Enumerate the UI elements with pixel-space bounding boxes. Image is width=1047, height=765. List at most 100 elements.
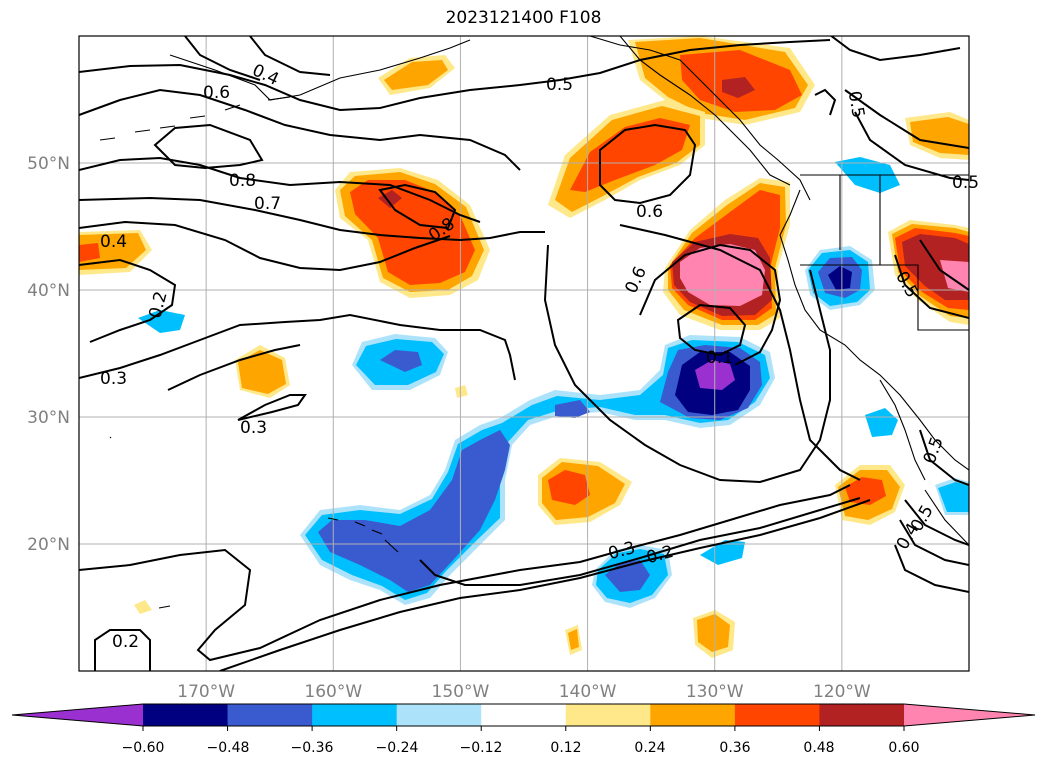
contour-line xyxy=(79,196,545,242)
contour-line xyxy=(94,629,151,671)
lon-tick-label: 150°W xyxy=(432,682,490,702)
positive-anomaly-region xyxy=(455,385,468,398)
positive-anomaly-region xyxy=(134,600,152,614)
colorbar-extend-high xyxy=(904,704,1035,726)
contour-lines xyxy=(79,36,969,671)
colorbar-tick-label: −0.36 xyxy=(291,740,334,756)
contour-line xyxy=(79,313,516,381)
contour-line xyxy=(899,519,969,566)
contour-line xyxy=(79,88,521,171)
colorbar-extend-low xyxy=(12,704,143,726)
positive-anomaly-region xyxy=(722,77,755,98)
contour-line xyxy=(829,36,961,62)
negative-anomaly-region xyxy=(828,266,852,290)
lon-tick-label: 160°W xyxy=(304,682,362,702)
contour-label: 0.4 xyxy=(100,232,127,252)
contour-line xyxy=(639,243,782,366)
hawaii-islands xyxy=(327,517,399,553)
anomaly-fill-layer xyxy=(79,36,969,658)
lon-tick-label: 120°W xyxy=(813,682,871,702)
contour-label: 0.5 xyxy=(844,90,868,120)
colorbar-segment xyxy=(396,704,482,726)
contour-label: 0.3 xyxy=(100,369,127,389)
contour-label: 0.6 xyxy=(636,202,663,222)
coastline-mexico xyxy=(924,489,969,546)
colorbar-segment xyxy=(143,704,229,726)
contour-line xyxy=(219,499,871,671)
contour-label: 0.8 xyxy=(229,171,256,191)
negative-anomaly-region xyxy=(555,400,590,418)
colorbar-segment xyxy=(312,704,398,726)
lon-tick-label: 130°W xyxy=(686,682,744,702)
positive-anomaly-region xyxy=(384,60,448,90)
coastline-alaska-south xyxy=(589,36,811,201)
coastlines xyxy=(99,36,969,609)
colorbar-segment xyxy=(481,704,567,726)
coastline-bc xyxy=(619,36,791,186)
colorbar-segment xyxy=(819,704,905,726)
colorbar xyxy=(11,703,1036,731)
axis-labels: 170°W 160°W 150°W 140°W 130°W 120°W 20°N… xyxy=(27,154,871,702)
colorbar-tick-label: 0.12 xyxy=(550,740,581,756)
negative-anomaly-region xyxy=(380,350,422,372)
lat-tick-label: 40°N xyxy=(27,281,70,301)
contour-line xyxy=(79,220,451,272)
contour-line xyxy=(844,89,969,149)
lat-tick-label: 50°N xyxy=(27,154,70,174)
contour-line xyxy=(79,258,177,343)
colorbar-tick-label: 0.36 xyxy=(719,740,750,756)
contour-line xyxy=(894,544,969,593)
colorbar-labels: −0.60 −0.48 −0.36 −0.24 −0.12 0.12 0.24 … xyxy=(122,740,920,756)
positive-anomaly-region xyxy=(697,614,730,652)
contour-label: 0.4 xyxy=(249,60,282,90)
contour-label: 0.5 xyxy=(546,75,573,95)
contour-line xyxy=(854,111,969,181)
colorbar-tick-label: 0.24 xyxy=(634,740,665,756)
negative-anomaly-region xyxy=(865,408,898,437)
colorbar-segment xyxy=(227,704,313,726)
colorbar-tick-label: 0.48 xyxy=(803,740,834,756)
contour-line xyxy=(904,499,969,546)
contour-line xyxy=(676,303,747,357)
coastline-baja xyxy=(879,379,926,481)
contour-line xyxy=(237,394,307,421)
negative-anomaly-region xyxy=(700,540,745,565)
contour-line xyxy=(79,484,851,662)
colorbar-tick-label: −0.48 xyxy=(207,740,250,756)
contour-label: 0.3 xyxy=(240,418,267,438)
colorbar-tick-label: 0.60 xyxy=(888,740,919,756)
contour-line xyxy=(619,224,861,481)
contour-line xyxy=(184,36,261,81)
contour-line xyxy=(167,344,301,391)
aleutian-islands xyxy=(99,96,291,141)
contour-label: 0.2 xyxy=(644,542,675,568)
negative-anomaly-region xyxy=(938,482,969,512)
contour-line xyxy=(919,239,969,291)
contour-line xyxy=(543,244,831,484)
colorbar-tick-label: −0.24 xyxy=(376,740,419,756)
colorbar-segment xyxy=(650,704,736,726)
gridlines xyxy=(79,36,969,671)
chart-title: 2023121400 F108 xyxy=(445,8,602,28)
negative-anomaly-region xyxy=(138,310,185,333)
contour-line xyxy=(894,254,969,319)
contour-label: 0.5 xyxy=(952,173,979,193)
colorbar-tick-label: −0.12 xyxy=(460,740,503,756)
map-frame xyxy=(78,35,970,672)
positive-anomaly-region xyxy=(910,117,969,155)
positive-anomaly-region xyxy=(568,629,579,650)
state-border xyxy=(800,174,969,331)
positive-anomaly-region xyxy=(79,233,146,270)
colorbar-tick-label: −0.60 xyxy=(122,740,165,756)
positive-anomaly-region xyxy=(548,470,590,505)
contour-line xyxy=(153,123,264,170)
positive-anomaly-region xyxy=(378,190,402,208)
colorbar-segment xyxy=(565,704,651,726)
positive-anomaly-region xyxy=(79,243,100,262)
contour-line xyxy=(79,39,831,112)
contour-label: 0.6 xyxy=(621,264,651,297)
colorbar-segment xyxy=(734,704,820,726)
lat-tick-label: 20°N xyxy=(27,535,70,555)
lon-tick-label: 140°W xyxy=(559,682,617,702)
